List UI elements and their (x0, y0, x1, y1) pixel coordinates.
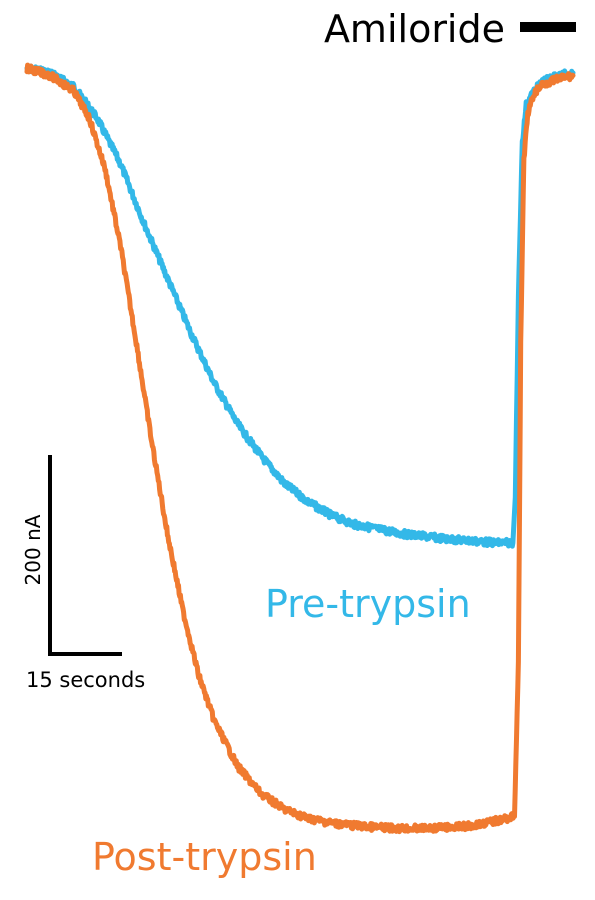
series-line-post-trypsin (24, 62, 576, 835)
series-line-pre-trypsin (24, 63, 576, 549)
series-label-pre-trypsin: Pre-trypsin (265, 582, 471, 626)
scale-bar-y-label: 200 nA (21, 514, 45, 585)
scale-bar-x-label: 15 seconds (26, 668, 145, 692)
amiloride-label: Amiloride (324, 7, 505, 51)
series-layer (24, 62, 576, 835)
series-label-post-trypsin: Post-trypsin (92, 835, 317, 879)
